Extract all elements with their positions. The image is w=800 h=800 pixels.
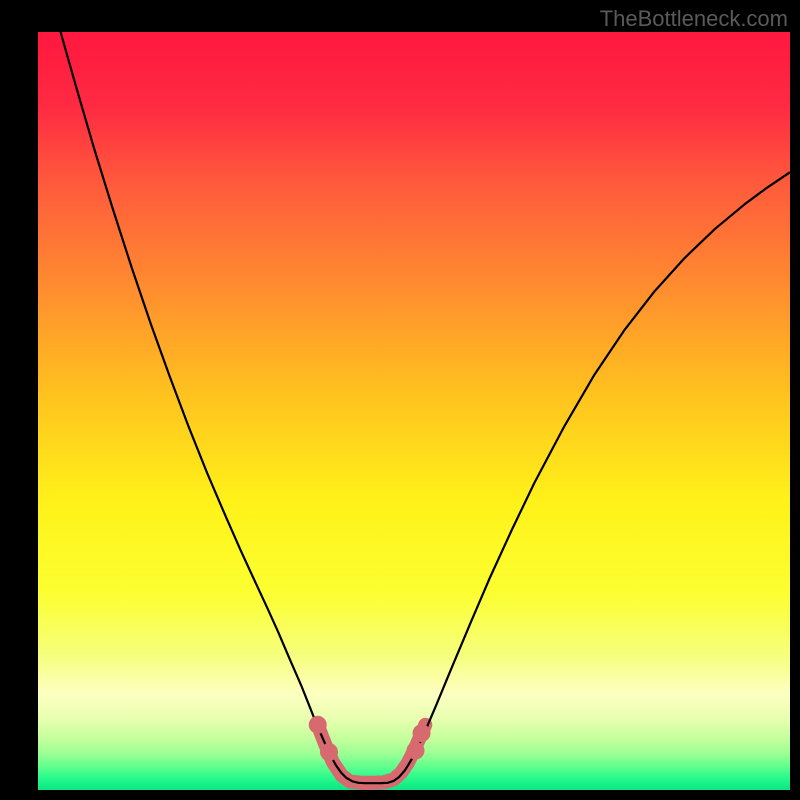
endpoint-dot — [309, 716, 327, 734]
frame-right — [790, 0, 800, 800]
bottleneck-curve — [61, 32, 790, 783]
endpoint-dot — [413, 724, 431, 742]
frame-bottom — [0, 790, 800, 800]
curve-svg — [38, 32, 790, 790]
endpoint-dot — [320, 743, 338, 761]
frame-left — [0, 0, 38, 800]
watermark-text: TheBottleneck.com — [600, 6, 788, 32]
endpoint-dot — [407, 742, 425, 760]
page-root: { "watermark": { "text": "TheBottleneck.… — [0, 0, 800, 800]
plot-area — [38, 32, 790, 790]
